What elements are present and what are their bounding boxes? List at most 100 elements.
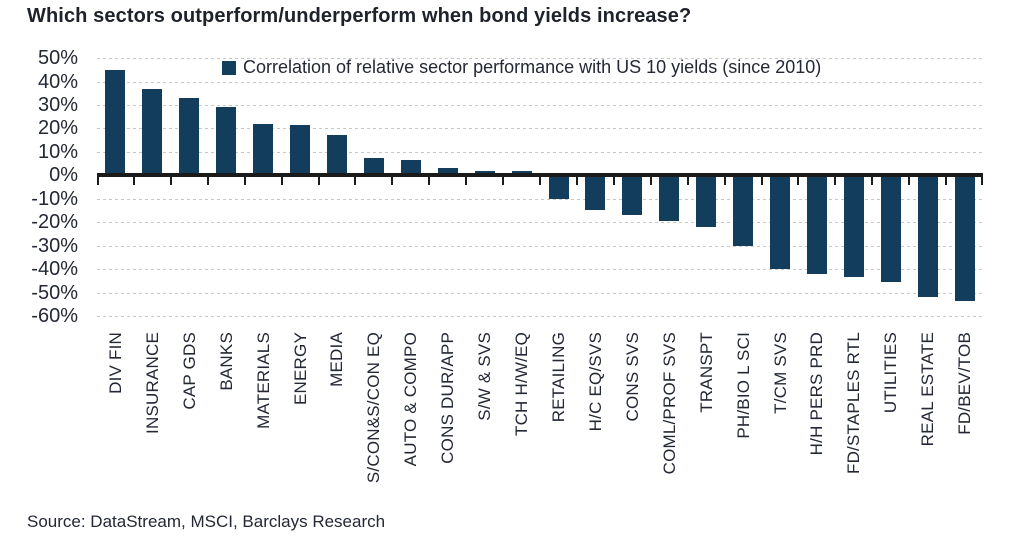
axis-tick bbox=[908, 177, 911, 186]
gridline bbox=[97, 292, 983, 294]
bar-slot bbox=[725, 58, 762, 316]
bar-real-estate bbox=[917, 175, 938, 298]
legend-square-icon bbox=[222, 60, 236, 75]
bar-slot bbox=[614, 58, 651, 316]
x-label-cell: H/C EQ/SVS bbox=[577, 332, 614, 510]
bar-slot bbox=[577, 58, 614, 316]
bar-materials bbox=[253, 123, 274, 176]
axis-tick bbox=[686, 177, 689, 186]
bar-t-cm-svs bbox=[770, 175, 791, 270]
bar-energy bbox=[290, 124, 311, 176]
x-tick-label: REAL ESTATE bbox=[918, 332, 938, 447]
bar-s-con-s-con-eq bbox=[363, 157, 384, 176]
x-tick-label: CAP GDS bbox=[179, 332, 199, 410]
x-tick-label: CONS SVS bbox=[622, 332, 642, 422]
x-label-cell: CONS DUR/APP bbox=[429, 332, 466, 510]
axis-tick bbox=[243, 177, 246, 186]
bar-retailing bbox=[548, 175, 569, 199]
x-label-cell: AUTO & COMPO bbox=[392, 332, 429, 510]
bar-slot bbox=[503, 58, 540, 316]
bar-slot bbox=[872, 58, 909, 316]
bar-slot bbox=[835, 58, 872, 316]
x-tick-label: BANKS bbox=[216, 332, 236, 391]
bar-ph-bio-l-sci bbox=[733, 175, 754, 246]
axis-tick bbox=[97, 177, 99, 186]
x-tick-label: INSURANCE bbox=[142, 332, 162, 434]
plot-area bbox=[97, 58, 983, 317]
axis-tick bbox=[206, 177, 209, 186]
x-tick-label: DIV FIN bbox=[105, 332, 125, 394]
x-axis-line bbox=[97, 173, 983, 178]
bar-slot bbox=[208, 58, 245, 316]
legend: Correlation of relative sector performan… bbox=[222, 57, 821, 78]
axis-tick bbox=[354, 177, 357, 186]
bar-slot bbox=[282, 58, 319, 316]
x-tick-label: FD/BEV/TOB bbox=[955, 332, 975, 435]
axis-tick bbox=[871, 177, 874, 186]
gridline bbox=[97, 151, 983, 153]
bar-slot bbox=[355, 58, 392, 316]
bar-slot bbox=[540, 58, 577, 316]
x-label-cell: T/CM SVS bbox=[762, 332, 799, 510]
x-label-cell: UTILITIES bbox=[872, 332, 909, 510]
axis-tick bbox=[391, 177, 394, 186]
x-label-cell: ENERGY bbox=[282, 332, 319, 510]
bar-slot bbox=[245, 58, 282, 316]
x-label-cell: PH/BIO L SCI bbox=[725, 332, 762, 510]
y-tick-label: 30% bbox=[37, 93, 78, 116]
x-tick-label: H/C EQ/SVS bbox=[585, 332, 605, 432]
x-label-cell: INSURANCE bbox=[134, 332, 171, 510]
bar-media bbox=[326, 135, 347, 176]
y-tick-label: 40% bbox=[37, 70, 78, 93]
x-label-cell: S/W & SVS bbox=[466, 332, 503, 510]
x-label-cell: H/H PERS PRD bbox=[799, 332, 836, 510]
x-tick-label: S/W & SVS bbox=[475, 332, 495, 421]
x-tick-label: MEDIA bbox=[327, 332, 347, 387]
x-label-cell: MEDIA bbox=[319, 332, 356, 510]
axis-tick bbox=[428, 177, 431, 186]
bar-tch-h-w-eq bbox=[511, 170, 532, 176]
x-label-cell: FD/BEV/TOB bbox=[946, 332, 983, 510]
x-label-cell: CAP GDS bbox=[171, 332, 208, 510]
bar-cap-gds bbox=[179, 97, 200, 176]
bar-slot bbox=[909, 58, 946, 316]
bar-utilities bbox=[880, 175, 901, 282]
gridline bbox=[97, 81, 983, 83]
axis-tick bbox=[502, 177, 505, 186]
x-tick-label: TRANSPT bbox=[696, 332, 716, 413]
x-tick-label: FD/STAPLES RTL bbox=[844, 332, 864, 474]
chart-title: Which sectors outperform/underperform wh… bbox=[27, 5, 692, 27]
axis-tick bbox=[317, 177, 320, 186]
axis-tick bbox=[945, 177, 948, 186]
x-label-cell: RETAILING bbox=[540, 332, 577, 510]
bar-cons-svs bbox=[622, 175, 643, 216]
bar-auto-compo bbox=[400, 160, 421, 176]
x-label-cell: CONS SVS bbox=[614, 332, 651, 510]
y-tick-label: 50% bbox=[37, 47, 78, 69]
axis-tick bbox=[539, 177, 541, 186]
bar-slot bbox=[392, 58, 429, 316]
x-label-cell: TRANSPT bbox=[688, 332, 725, 510]
gridline bbox=[97, 128, 983, 130]
y-tick-label: -60% bbox=[31, 305, 78, 327]
x-tick-label: TCH H/W/EQ bbox=[512, 332, 532, 436]
bar-div-fin bbox=[105, 69, 126, 176]
axis-tick bbox=[797, 177, 800, 186]
bar-slot bbox=[466, 58, 503, 316]
axis-tick bbox=[132, 177, 135, 186]
gridline bbox=[97, 245, 983, 247]
axis-tick bbox=[465, 177, 468, 186]
x-label-cell: TCH H/W/EQ bbox=[503, 332, 540, 510]
axis-tick bbox=[280, 177, 283, 186]
y-tick-label: -20% bbox=[31, 211, 78, 234]
x-label-cell: COML/PROF SVS bbox=[651, 332, 688, 510]
bar-transpt bbox=[696, 175, 717, 227]
gridline bbox=[97, 316, 983, 317]
x-tick-label: H/H PERS PRD bbox=[807, 332, 827, 456]
axis-tick bbox=[612, 177, 615, 186]
bar-slot bbox=[319, 58, 356, 316]
gridline bbox=[97, 198, 983, 200]
bar-slot bbox=[171, 58, 208, 316]
x-label-cell: DIV FIN bbox=[97, 332, 134, 510]
